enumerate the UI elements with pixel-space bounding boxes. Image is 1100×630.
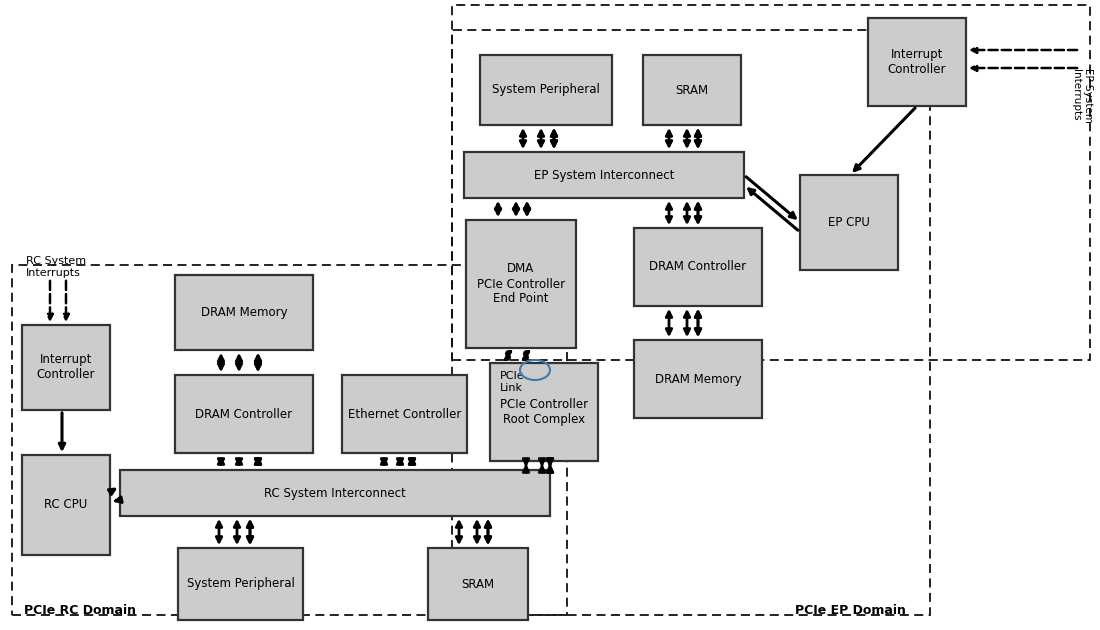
Bar xyxy=(120,470,550,516)
Text: System Peripheral: System Peripheral xyxy=(492,84,600,96)
Bar xyxy=(644,55,741,125)
Text: EP CPU: EP CPU xyxy=(828,216,870,229)
Bar xyxy=(452,30,930,615)
Text: PCIe Controller
Root Complex: PCIe Controller Root Complex xyxy=(499,398,588,426)
Text: DRAM Memory: DRAM Memory xyxy=(200,306,287,319)
Text: DMA
PCIe Controller
End Point: DMA PCIe Controller End Point xyxy=(477,263,565,306)
Text: Ethernet Controller: Ethernet Controller xyxy=(348,408,461,420)
Bar xyxy=(178,548,303,620)
Text: SRAM: SRAM xyxy=(675,84,708,96)
Text: SRAM: SRAM xyxy=(461,578,495,590)
Text: EP System Interconnect: EP System Interconnect xyxy=(534,168,674,181)
Text: RC CPU: RC CPU xyxy=(44,498,88,512)
Bar xyxy=(175,275,314,350)
Bar xyxy=(634,228,762,306)
Text: EP System
Interrupts: EP System Interrupts xyxy=(1071,67,1092,122)
Text: DRAM Memory: DRAM Memory xyxy=(654,372,741,386)
Bar xyxy=(12,265,566,615)
Text: PCIe
Link: PCIe Link xyxy=(500,371,525,392)
Bar xyxy=(480,55,612,125)
Text: PCIe EP Domain: PCIe EP Domain xyxy=(795,604,906,617)
Bar xyxy=(868,18,966,106)
Text: Interrupt
Controller: Interrupt Controller xyxy=(888,48,946,76)
Text: DRAM Controller: DRAM Controller xyxy=(196,408,293,420)
Text: DRAM Controller: DRAM Controller xyxy=(649,260,747,273)
Text: RC System Interconnect: RC System Interconnect xyxy=(264,486,406,500)
Bar xyxy=(452,5,1090,360)
Bar xyxy=(800,175,898,270)
Bar xyxy=(428,548,528,620)
Text: Interrupt
Controller: Interrupt Controller xyxy=(36,353,96,382)
Text: RC System
Interrupts: RC System Interrupts xyxy=(26,256,86,278)
Text: System Peripheral: System Peripheral xyxy=(187,578,295,590)
Bar xyxy=(464,152,744,198)
Bar xyxy=(175,375,314,453)
Text: PCIe RC Domain: PCIe RC Domain xyxy=(24,604,136,617)
Bar xyxy=(490,363,598,461)
Bar xyxy=(466,220,576,348)
Bar xyxy=(22,455,110,555)
Bar xyxy=(22,325,110,410)
Bar xyxy=(342,375,468,453)
Bar xyxy=(634,340,762,418)
